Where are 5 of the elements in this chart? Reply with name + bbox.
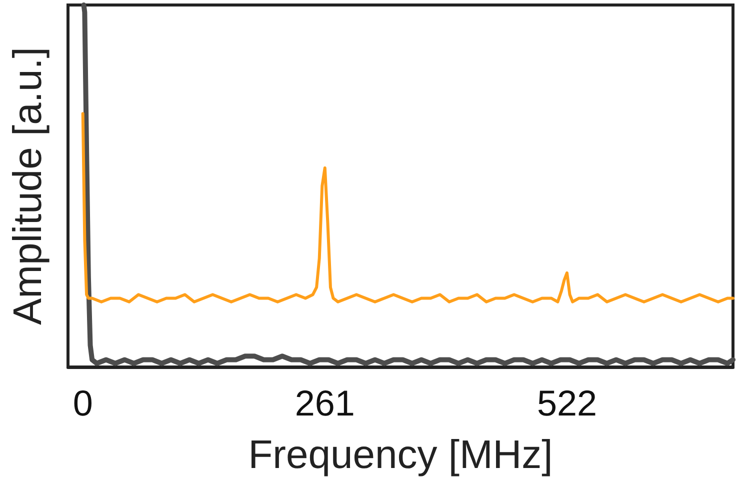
- x-axis-title: Frequency [MHz]: [248, 433, 553, 477]
- x-tick-label: 522: [536, 382, 598, 424]
- x-tick-label: 261: [294, 382, 355, 424]
- y-axis-title: Amplitude [a.u.]: [6, 47, 50, 325]
- x-tick-label: 0: [72, 382, 93, 424]
